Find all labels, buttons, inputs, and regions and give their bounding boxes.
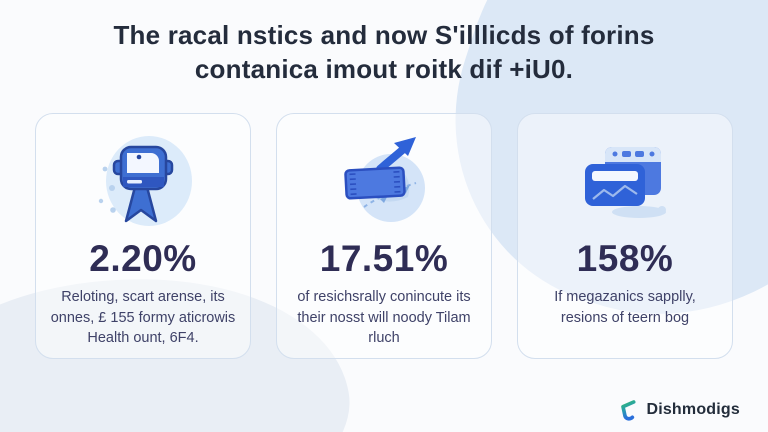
stat-card-2: 17.51% of resichsrally conincute its the… bbox=[276, 113, 492, 359]
stat-description-3: If megazanics sapplly, resions of teern … bbox=[554, 289, 696, 326]
stat-value-3: 158% bbox=[576, 238, 674, 279]
brand-logo-icon bbox=[615, 398, 639, 422]
stat-card-3: 158% If megazanics sapplly, resions of t… bbox=[517, 113, 733, 359]
browser-chart-icon bbox=[565, 130, 685, 232]
stat-cards-row: 2.20% Reloting, scart arense, its onnes,… bbox=[35, 113, 733, 359]
stat-value-1: 2.20% bbox=[89, 238, 197, 279]
money-growth-globe-icon bbox=[324, 130, 444, 232]
page-title: The racal nstics and now S'illlicds of f… bbox=[74, 18, 694, 87]
brand-logo: Dishmodigs bbox=[615, 398, 740, 422]
page-title-line2: contanica imout roitk dif +iU0. bbox=[194, 54, 574, 85]
stat-value-2: 17.51% bbox=[319, 238, 449, 279]
stat-description-1: Reloting, scart arense, its onnes, £ 155… bbox=[50, 289, 236, 347]
brand-name: Dishmodigs bbox=[646, 401, 740, 418]
page-title-line1: The racal nstics and now S'illlicds of f… bbox=[113, 20, 655, 50]
stat-card-1: 2.20% Reloting, scart arense, its onnes,… bbox=[35, 113, 251, 359]
award-ribbon-icon bbox=[83, 130, 203, 232]
stat-description-2: of resichsrally conincute its their noss… bbox=[297, 289, 471, 347]
